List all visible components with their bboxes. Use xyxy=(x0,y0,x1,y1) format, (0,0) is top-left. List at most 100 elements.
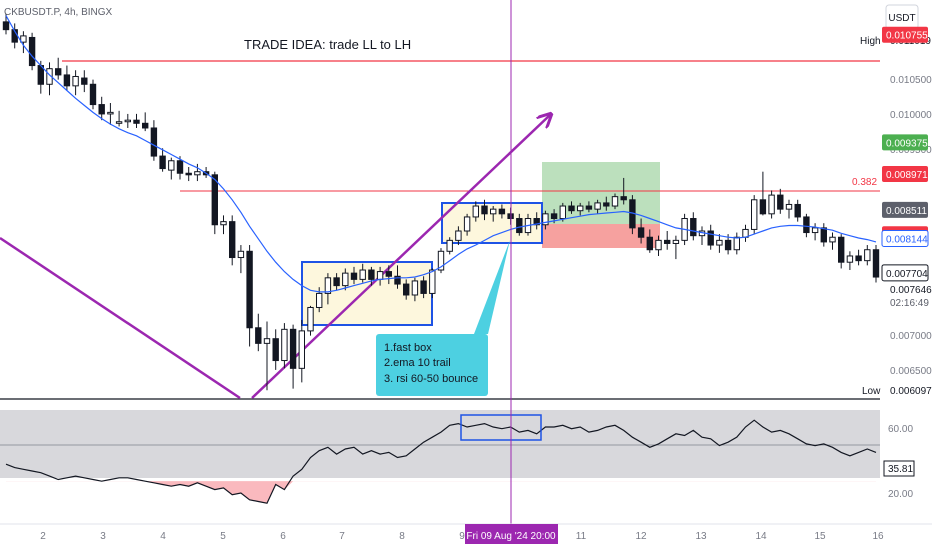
candle-up[interactable] xyxy=(281,328,288,362)
candle-down[interactable] xyxy=(28,36,36,67)
candle-down[interactable] xyxy=(498,208,506,215)
candle-up[interactable] xyxy=(611,196,619,207)
candle-down[interactable] xyxy=(2,21,10,31)
candle-up[interactable] xyxy=(46,68,53,85)
candle-down[interactable] xyxy=(159,155,166,170)
candle-down[interactable] xyxy=(150,127,158,157)
candle-down[interactable] xyxy=(637,227,645,238)
candle-down[interactable] xyxy=(481,205,488,215)
candle-down[interactable] xyxy=(272,338,279,362)
candle-down[interactable] xyxy=(724,239,732,251)
candle-down[interactable] xyxy=(838,236,845,263)
candle-down[interactable] xyxy=(872,249,880,278)
candle-up[interactable] xyxy=(864,249,871,262)
candle-up[interactable] xyxy=(811,227,819,234)
candle-down[interactable] xyxy=(820,227,827,243)
downtrend-line[interactable] xyxy=(0,236,241,400)
candle-up[interactable] xyxy=(20,35,27,43)
candle-down[interactable] xyxy=(403,283,410,296)
candle-up[interactable] xyxy=(298,330,305,369)
candle-up[interactable] xyxy=(376,271,384,280)
candle-up[interactable] xyxy=(542,213,549,226)
candle-down[interactable] xyxy=(794,203,801,218)
symbol-label[interactable]: CKBUSDT.P, 4h, BINGX xyxy=(4,7,113,18)
candle-down[interactable] xyxy=(368,269,375,280)
candle-up[interactable] xyxy=(472,205,479,218)
candle-up[interactable] xyxy=(785,203,793,210)
candle-down[interactable] xyxy=(533,218,540,226)
candle-down[interactable] xyxy=(63,74,71,87)
candle-down[interactable] xyxy=(803,216,810,234)
candle-up[interactable] xyxy=(324,277,332,294)
candle-down[interactable] xyxy=(707,230,714,246)
candle-down[interactable] xyxy=(855,255,862,262)
candle-down[interactable] xyxy=(246,250,253,329)
candle-up[interactable] xyxy=(107,111,114,115)
rsi-highlight-box[interactable] xyxy=(460,414,542,441)
candle-down[interactable] xyxy=(620,196,627,201)
candle-down[interactable] xyxy=(185,172,192,176)
candle-up[interactable] xyxy=(124,119,131,123)
candle-down[interactable] xyxy=(568,205,575,212)
candle-down[interactable] xyxy=(289,328,297,369)
candle-down[interactable] xyxy=(690,218,697,237)
candle-up[interactable] xyxy=(672,239,680,244)
candle-up[interactable] xyxy=(446,239,453,252)
candle-down[interactable] xyxy=(211,174,218,226)
candle-up[interactable] xyxy=(455,230,462,241)
candle-up[interactable] xyxy=(559,205,566,220)
candle-down[interactable] xyxy=(176,160,184,174)
candle-down[interactable] xyxy=(759,199,767,215)
time-axis[interactable]: 2 3 4 5 6 7 8 9 11 12 13 14 15 16 xyxy=(40,531,884,542)
candle-up[interactable] xyxy=(168,160,175,171)
candle-up[interactable] xyxy=(194,171,201,176)
candle-down[interactable] xyxy=(89,83,97,106)
candle-up[interactable] xyxy=(316,292,323,308)
candle-up[interactable] xyxy=(733,236,740,251)
candle-down[interactable] xyxy=(255,327,262,344)
candle-up[interactable] xyxy=(429,269,436,294)
candle-up[interactable] xyxy=(411,280,419,296)
candle-down[interactable] xyxy=(333,277,340,287)
candle-up[interactable] xyxy=(359,269,366,280)
candle-up[interactable] xyxy=(577,205,584,212)
candle-up[interactable] xyxy=(768,194,775,215)
candle-up[interactable] xyxy=(237,250,245,259)
candle-up[interactable] xyxy=(594,202,601,210)
callout-box[interactable] xyxy=(376,334,488,396)
trade-idea-text[interactable]: TRADE IDEA: trade LL to LH xyxy=(244,37,411,52)
candle-down[interactable] xyxy=(55,68,62,76)
candle-down[interactable] xyxy=(420,280,427,294)
candle-up[interactable] xyxy=(463,216,471,232)
candle-down[interactable] xyxy=(229,221,236,259)
candle-down[interactable] xyxy=(585,205,593,210)
candle-up[interactable] xyxy=(846,255,854,263)
candle-down[interactable] xyxy=(603,202,610,207)
candle-down[interactable] xyxy=(142,122,149,129)
candle-down[interactable] xyxy=(550,213,558,220)
candle-down[interactable] xyxy=(516,218,523,234)
candle-down[interactable] xyxy=(777,194,784,210)
candle-down[interactable] xyxy=(664,239,671,244)
candle-up[interactable] xyxy=(342,272,349,287)
candle-down[interactable] xyxy=(98,104,105,115)
candle-up[interactable] xyxy=(115,121,123,124)
candle-up[interactable] xyxy=(220,221,227,226)
candle-down[interactable] xyxy=(394,275,401,285)
candle-up[interactable] xyxy=(490,208,497,215)
candle-up[interactable] xyxy=(263,338,271,344)
candle-down[interactable] xyxy=(133,119,140,124)
candle-down[interactable] xyxy=(81,77,88,85)
candle-down[interactable] xyxy=(646,236,653,251)
candle-up[interactable] xyxy=(72,75,79,87)
candle-down[interactable] xyxy=(385,271,392,277)
fast-box-1[interactable] xyxy=(301,261,433,326)
candle-up[interactable] xyxy=(307,306,314,332)
candle-up[interactable] xyxy=(829,236,836,243)
candle-down[interactable] xyxy=(350,272,358,280)
candle-up[interactable] xyxy=(716,239,723,246)
candle-up[interactable] xyxy=(751,199,758,230)
candle-up[interactable] xyxy=(655,239,662,251)
candle-up[interactable] xyxy=(437,250,445,271)
